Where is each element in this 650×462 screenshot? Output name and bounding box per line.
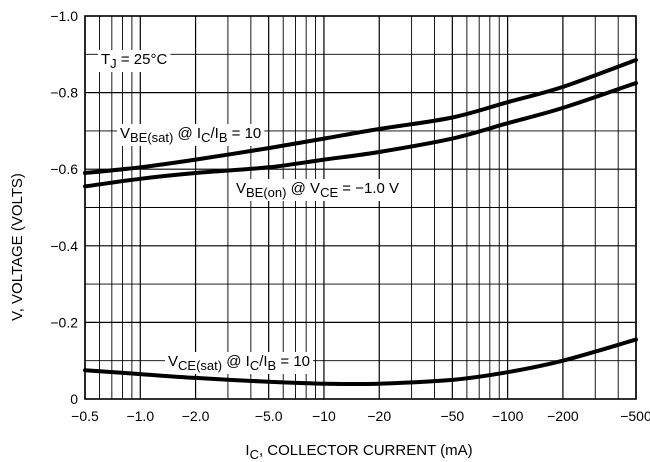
- chart_data.series.2.label_parts-part: C: [250, 358, 259, 373]
- x-tick-label: −10: [312, 408, 336, 424]
- y-tick-label: −0.8: [50, 85, 78, 101]
- chart_data.annotation.parts-part: J: [110, 56, 117, 71]
- y-tick-label: 0: [70, 391, 78, 407]
- x-tick-label: −50: [440, 408, 464, 424]
- chart_data.series.0.label_parts-part: B: [219, 130, 228, 145]
- chart_data.series.2.label_parts-part: CE(sat): [178, 358, 222, 373]
- tj-annotation: TJ = 25°C: [101, 51, 167, 71]
- vbe-on-curve: [83, 81, 638, 189]
- y-axis-title: V, VOLTAGE (VOLTS): [9, 173, 26, 321]
- y-tick-labels: 0 −0.2 −0.4 −0.6 −0.8 −1.0: [50, 8, 78, 407]
- y-tick-label: −0.6: [50, 161, 78, 177]
- y-tick-label: −0.2: [50, 314, 78, 330]
- vce-sat-label-group: VCE(sat) @ IC/IB = 10: [165, 352, 313, 374]
- x-tick-label: −100: [492, 408, 524, 424]
- vbe-sat-curve: [83, 58, 638, 175]
- vbe-on-label-group: VBE(on) @ VCE = −1.0 V: [233, 179, 403, 201]
- vbe-sat-label: VBE(sat) @ IC/IB = 10: [120, 125, 261, 145]
- x-tick-labels: −0.5 −1.0 −2.0 −5.0 −10 −20 −50 −100 −200 −500: [71, 408, 650, 424]
- chart_data.series.2.label_parts-part: @ I: [222, 353, 250, 370]
- vbe-sat-label-group: VBE(sat) @ IC/IB = 10: [117, 124, 265, 146]
- x-tick-label: −0.5: [71, 408, 99, 424]
- chart_data.series.2.label_parts-part: /I: [259, 353, 267, 370]
- chart_data.series.2.label_parts-part: V: [168, 353, 178, 370]
- x-axis-title: IC, COLLECTOR CURRENT (mA): [245, 442, 472, 462]
- chart_data.series.1.label_parts-part: V: [236, 180, 246, 197]
- chart_data.series.0.label_parts-part: C: [201, 130, 210, 145]
- chart_data.series.1.label_parts-part: = −1.0 V: [338, 180, 399, 197]
- x-tick-label: −2.0: [182, 408, 210, 424]
- tj-annotation-background: [98, 50, 171, 72]
- x-tick-label: −20: [367, 408, 391, 424]
- chart_data.series.0.label_parts-part: @ I: [173, 125, 201, 142]
- y-tick-label: −1.0: [50, 8, 78, 24]
- chart_data.series.0.label_parts-part: = 10: [228, 125, 262, 142]
- chart_data.series.1.label_parts-part: @ V: [286, 180, 320, 197]
- tj-annotation-group: TJ = 25°C: [98, 50, 171, 72]
- x-tick-label: −200: [547, 408, 579, 424]
- x-tick-label: −5.0: [255, 408, 283, 424]
- chart_data.annotation.parts-part: T: [101, 51, 110, 68]
- grid: [84, 16, 637, 399]
- plot-frame: [84, 15, 637, 400]
- vbe-on-label-background: [233, 179, 403, 201]
- x-axis-title-part: C: [250, 447, 259, 462]
- vce-sat-curve: [83, 337, 638, 387]
- y-tick-label: −0.4: [50, 238, 78, 254]
- vce-sat-label-background: [165, 352, 313, 374]
- vbe-on-label: VBE(on) @ VCE = −1.0 V: [236, 180, 399, 200]
- chart_data.series.0.label_parts-part: V: [120, 125, 130, 142]
- x-axis-title-part: I: [245, 442, 249, 459]
- chart_data.series.0.label_parts-part: /I: [210, 125, 218, 142]
- chart_data.series.2.label_parts-part: = 10: [276, 353, 310, 370]
- chart_data.series.1.label_parts-part: CE: [320, 185, 338, 200]
- x-tick-label: −500: [620, 408, 650, 424]
- curves: [83, 58, 638, 387]
- vbe-sat-label-background: [117, 124, 265, 146]
- vce-sat-label: VCE(sat) @ IC/IB = 10: [168, 353, 310, 373]
- chart_data.series.1.label_parts-part: BE(on): [246, 185, 286, 200]
- chart_data.annotation.parts-part: = 25°C: [117, 51, 168, 68]
- x-tick-label: −1.0: [126, 408, 154, 424]
- chart_data.series.0.label_parts-part: BE(sat): [130, 130, 173, 145]
- x-axis-title-part: , COLLECTOR CURRENT (mA): [259, 442, 473, 459]
- chart_data.series.2.label_parts-part: B: [268, 358, 277, 373]
